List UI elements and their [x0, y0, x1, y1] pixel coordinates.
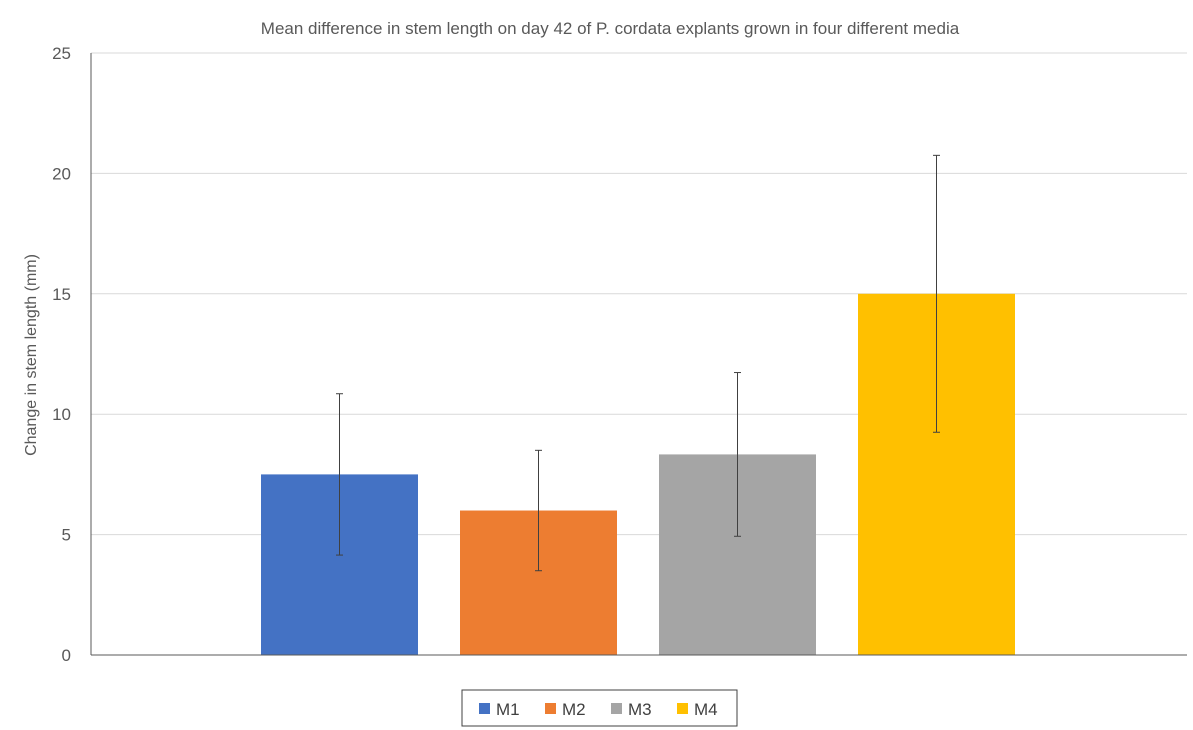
y-tick-label: 5 [62, 526, 71, 545]
axes [90, 53, 1187, 656]
legend-box [461, 689, 738, 727]
legend-label-m2: M2 [562, 700, 586, 719]
legend-label-m1: M1 [496, 700, 520, 719]
legend-label-m4: M4 [694, 700, 718, 719]
y-axis-label: Change in stem length (mm) [23, 254, 40, 456]
legend-label-m3: M3 [628, 700, 652, 719]
legend: M1 M2 M3 M4 [461, 689, 738, 727]
y-tick-label: 0 [62, 646, 71, 665]
legend-swatch-m1 [479, 703, 490, 714]
legend-swatch-m2 [545, 703, 556, 714]
gridlines [91, 52, 1187, 536]
chart-title: Mean difference in stem length on day 42… [261, 19, 960, 38]
y-tick-label: 25 [52, 44, 71, 63]
legend-swatch-m3 [611, 703, 622, 714]
y-tick-label: 10 [52, 405, 71, 424]
y-tick-label: 15 [52, 285, 71, 304]
legend-swatch-m4 [677, 703, 688, 714]
y-axis-ticks: 0 5 10 15 20 25 [52, 44, 71, 665]
y-tick-label: 20 [52, 164, 71, 183]
bars [261, 293, 1015, 655]
error-bars [336, 154, 940, 572]
